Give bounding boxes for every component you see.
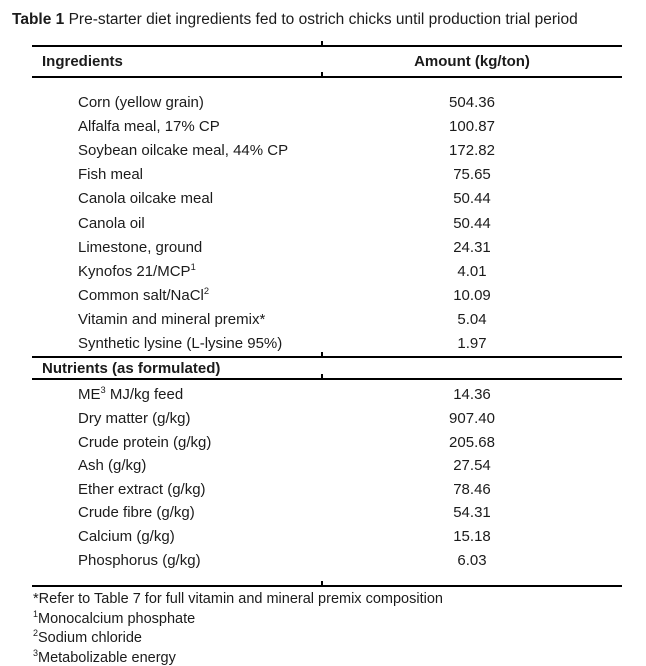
table-row: Alfalfa meal, 17% CP 100.87	[32, 114, 622, 138]
row-amount: 1.97	[457, 335, 487, 353]
nutrients-section: ME3 MJ/kg feed 14.36 Dry matter (g/kg) 907.…	[32, 380, 622, 585]
row-label: Limestone, ground	[78, 238, 203, 256]
rule-above-nutrients	[32, 352, 622, 359]
section-header-nutrients: Nutrients (as formulated)	[42, 359, 221, 377]
row-amount: 205.68	[449, 433, 495, 451]
row-amount: 27.54	[453, 457, 491, 475]
row-label: Phosphorus (g/kg)	[78, 551, 201, 569]
row-label: Ash (g/kg)	[78, 457, 147, 475]
col-header-amount: Amount (kg/ton)	[414, 53, 530, 70]
table-row: Canola oilcake meal 50.44	[32, 187, 622, 211]
row-amount: 6.03	[457, 551, 487, 569]
row-amount: 50.44	[453, 190, 491, 208]
row-amount: 4.01	[457, 262, 487, 280]
column-header-row: Ingredients Amount (kg/ton)	[32, 47, 622, 76]
row-amount: 172.82	[449, 141, 495, 159]
table-row: Ether extract (g/kg) 78.46	[32, 477, 622, 501]
rule-bottom	[32, 580, 622, 587]
footnote-line: 3Metabolizable energy	[33, 647, 176, 666]
col-header-ingredients: Ingredients	[42, 53, 123, 70]
footnote-reference: 2	[203, 286, 210, 297]
ingredients-section: Corn (yellow grain) 504.36 Alfalfa meal, 1…	[32, 78, 622, 356]
row-label: ME3 MJ/kg feed	[78, 385, 184, 404]
row-label: Common salt/NaCl2	[78, 286, 210, 305]
row-label: Ether extract (g/kg)	[78, 480, 206, 498]
row-amount: 50.44	[453, 214, 491, 232]
footnote-marker: 2	[33, 628, 38, 639]
row-label: Synthetic lysine (L-lysine 95%)	[78, 335, 283, 353]
row-amount: 14.36	[453, 386, 491, 404]
rule-top	[32, 41, 622, 47]
row-amount: 10.09	[453, 287, 491, 305]
row-amount: 75.65	[453, 166, 491, 184]
footnote-reference: 1	[190, 261, 196, 272]
row-amount: 100.87	[449, 117, 495, 135]
row-amount: 907.40	[449, 409, 495, 427]
table-row: Kynofos 21/MCP1 4.01	[32, 259, 622, 283]
row-label: Canola oilcake meal	[78, 190, 214, 208]
footnote-line: 2Sodium chloride	[33, 628, 142, 646]
footnote-line: 1Monocalcium phosphate	[33, 608, 196, 627]
table-title-text: Pre-starter diet ingredients fed to ostr…	[64, 11, 578, 28]
row-label: Soybean oilcake meal, 44% CP	[78, 141, 289, 159]
table-row: Phosphorus (g/kg) 6.03	[32, 548, 622, 572]
row-label: Fish meal	[78, 166, 144, 184]
table-row: Crude protein (g/kg) 205.68	[32, 430, 622, 454]
table-row: Calcium (g/kg) 15.18	[32, 525, 622, 549]
row-amount: 78.46	[453, 480, 491, 498]
diet-table: Ingredients Amount (kg/ton) Corn (yellow…	[32, 41, 622, 587]
table-row: Soybean oilcake meal, 44% CP 172.82	[32, 138, 622, 162]
table-row: Synthetic lysine (L-lysine 95%) 1.97	[32, 332, 622, 356]
row-label: Canola oil	[78, 214, 145, 232]
row-amount: 15.18	[453, 527, 491, 545]
table-row: Common salt/NaCl2 10.09	[32, 284, 622, 308]
row-label: Alfalfa meal, 17% CP	[78, 117, 220, 135]
table-row: Vitamin and mineral premix* 5.04	[32, 308, 622, 332]
row-label: Crude protein (g/kg)	[78, 433, 212, 451]
table-row: Fish meal 75.65	[32, 163, 622, 187]
table-row: Ash (g/kg) 27.54	[32, 454, 622, 478]
row-amount: 5.04	[457, 311, 487, 329]
footnote-line: *Refer to Table 7 for full vitamin and m…	[33, 591, 443, 607]
rule-below-nutrients-header	[32, 374, 622, 381]
table-row: ME3 MJ/kg feed 14.36	[32, 383, 622, 407]
row-amount: 54.31	[453, 504, 491, 522]
row-label: Crude fibre (g/kg)	[78, 504, 195, 522]
row-label: Calcium (g/kg)	[78, 527, 175, 545]
table-row: Canola oil 50.44	[32, 211, 622, 235]
table-row: Crude fibre (g/kg) 54.31	[32, 501, 622, 525]
table-title: Table 1 Pre-starter diet ingredients fed…	[12, 11, 578, 29]
footnote-marker: 1	[33, 608, 38, 619]
table-row: Limestone, ground 24.31	[32, 235, 622, 259]
footnote-reference: 3	[100, 385, 106, 396]
row-amount: 24.31	[453, 238, 491, 256]
footnote-marker: 3	[33, 647, 38, 658]
row-label: Corn (yellow grain)	[78, 93, 204, 111]
row-label: Dry matter (g/kg)	[78, 409, 191, 427]
table-row: Corn (yellow grain) 504.36	[32, 90, 622, 114]
table-row: Dry matter (g/kg) 907.40	[32, 407, 622, 431]
row-amount: 504.36	[449, 93, 495, 111]
row-label: Vitamin and mineral premix*	[78, 311, 266, 329]
table-title-label: Table 1	[12, 11, 65, 28]
row-label: Kynofos 21/MCP1	[78, 261, 196, 280]
rule-below-header	[32, 72, 622, 78]
footnotes: *Refer to Table 7 for full vitamin and m…	[33, 590, 443, 666]
